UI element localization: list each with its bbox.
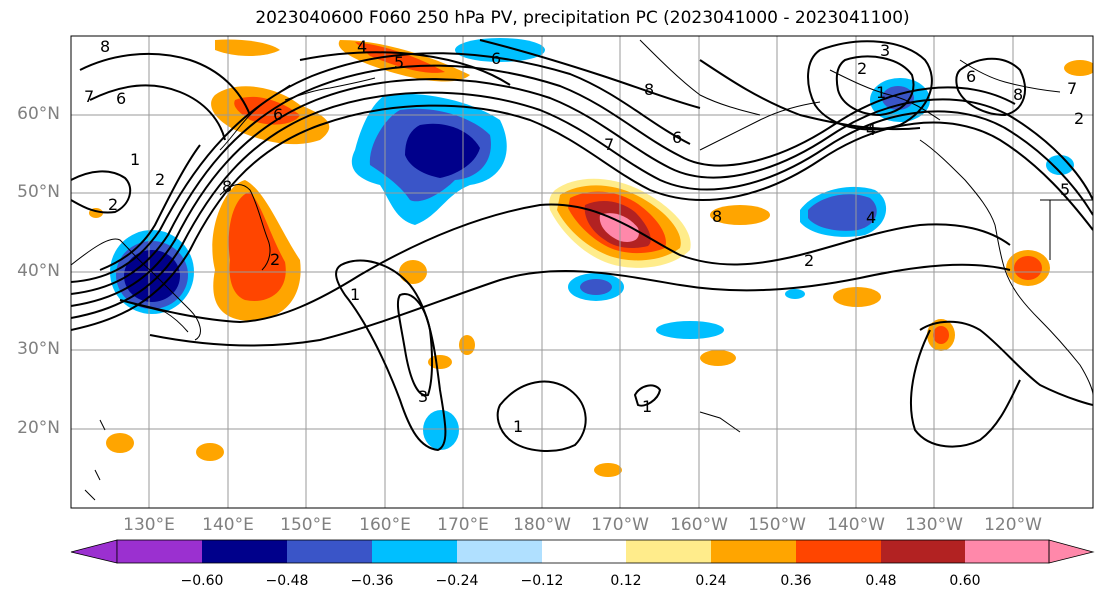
- colorbar-tick-label: −0.36: [350, 573, 394, 589]
- lat-label: 40°N: [17, 261, 60, 281]
- contour-label-group: 8 6 7 1 2 8 6 4 5 6 8 7 6 8 3 2 1 4 2 6 …: [84, 37, 1084, 436]
- contour-label: 3: [418, 387, 428, 406]
- colorbar-segment: [117, 540, 202, 563]
- contour-label: 1: [130, 150, 140, 169]
- colorbar-tick-label: 0.36: [780, 573, 812, 589]
- colorbar-tick-label: 0.24: [695, 573, 727, 589]
- contour-label: 8: [1013, 85, 1023, 104]
- lon-label: 140°E: [202, 515, 254, 535]
- contour-label: 1: [350, 285, 360, 304]
- contour-label: 1: [876, 83, 886, 102]
- contour-label: 2: [804, 251, 814, 270]
- lon-label: 150°W: [748, 515, 806, 535]
- lat-label: 20°N: [17, 418, 60, 438]
- colorbar-tick-label: −0.48: [265, 573, 309, 589]
- colorbar-tick-label: −0.24: [435, 573, 479, 589]
- contour-label: 1: [513, 417, 523, 436]
- contour-label: 4: [866, 120, 876, 139]
- lon-label: 150°E: [280, 515, 332, 535]
- contour-label: 2: [857, 59, 867, 78]
- contour-label: 8: [100, 37, 110, 56]
- contour-label: 4: [866, 208, 876, 227]
- lon-label: 140°W: [827, 515, 885, 535]
- colorbar-tick-label: 0.48: [865, 573, 897, 589]
- contour-label: 6: [966, 67, 976, 86]
- colorbar-tick-label: 0.12: [610, 573, 642, 589]
- colorbar-segment: [881, 540, 965, 563]
- contour-label: 8: [712, 207, 722, 226]
- colorbar-extend-high: [1048, 539, 1095, 564]
- colorbar-tick-label: −0.12: [520, 573, 564, 589]
- contour-label: 2: [270, 250, 280, 269]
- lon-label: 170°E: [437, 515, 489, 535]
- colorbar-tick-label: 0.60: [949, 573, 981, 589]
- lon-label: 130°W: [905, 515, 963, 535]
- map-title: 2023040600 F060 250 hPa PV, precipitatio…: [255, 8, 910, 28]
- colorbar-segment: [457, 540, 542, 563]
- colorbar-segment: [626, 540, 711, 563]
- lon-label: 160°E: [359, 515, 411, 535]
- contour-label: 1: [642, 397, 652, 416]
- contour-label: 7: [84, 87, 94, 106]
- colorbar-extend-low: [70, 539, 118, 564]
- colorbar-segment: [372, 540, 457, 563]
- contour-label: 3: [880, 41, 890, 60]
- contour-label: 7: [1067, 79, 1077, 98]
- contour-label: 2: [1074, 109, 1084, 128]
- contour-label: 6: [273, 105, 283, 124]
- contour-label: 5: [394, 53, 404, 72]
- contour-label: 2: [108, 195, 118, 214]
- contour-label: 2: [155, 170, 165, 189]
- lon-label: 170°W: [591, 515, 649, 535]
- colorbar: [70, 539, 1095, 564]
- lon-label: 160°W: [670, 515, 728, 535]
- contour-label: 8: [644, 80, 654, 99]
- colorbar-segment: [202, 540, 287, 563]
- contour-label: 6: [116, 89, 126, 108]
- colorbar-segment: [287, 540, 372, 563]
- colorbar-segment: [542, 540, 626, 563]
- contour-label: 5: [1060, 180, 1070, 199]
- contour-label: 6: [672, 128, 682, 147]
- contour-label: 7: [604, 135, 614, 154]
- lat-label: 60°N: [17, 104, 60, 124]
- lon-label: 120°W: [984, 515, 1042, 535]
- contour-label: 4: [357, 37, 367, 56]
- colorbar-segment: [796, 540, 881, 563]
- colorbar-segment: [711, 540, 796, 563]
- lon-label: 130°E: [123, 515, 175, 535]
- contour-label: 8: [222, 177, 232, 196]
- contour-label: 6: [491, 49, 501, 68]
- colorbar-segment: [965, 540, 1049, 563]
- colorbar-tick-label: −0.60: [180, 573, 224, 589]
- lat-label: 30°N: [17, 339, 60, 359]
- plot-frame: [70, 35, 1094, 509]
- lon-label: 180°W: [513, 515, 571, 535]
- lat-label: 50°N: [17, 182, 60, 202]
- pv-contours: [71, 39, 1093, 452]
